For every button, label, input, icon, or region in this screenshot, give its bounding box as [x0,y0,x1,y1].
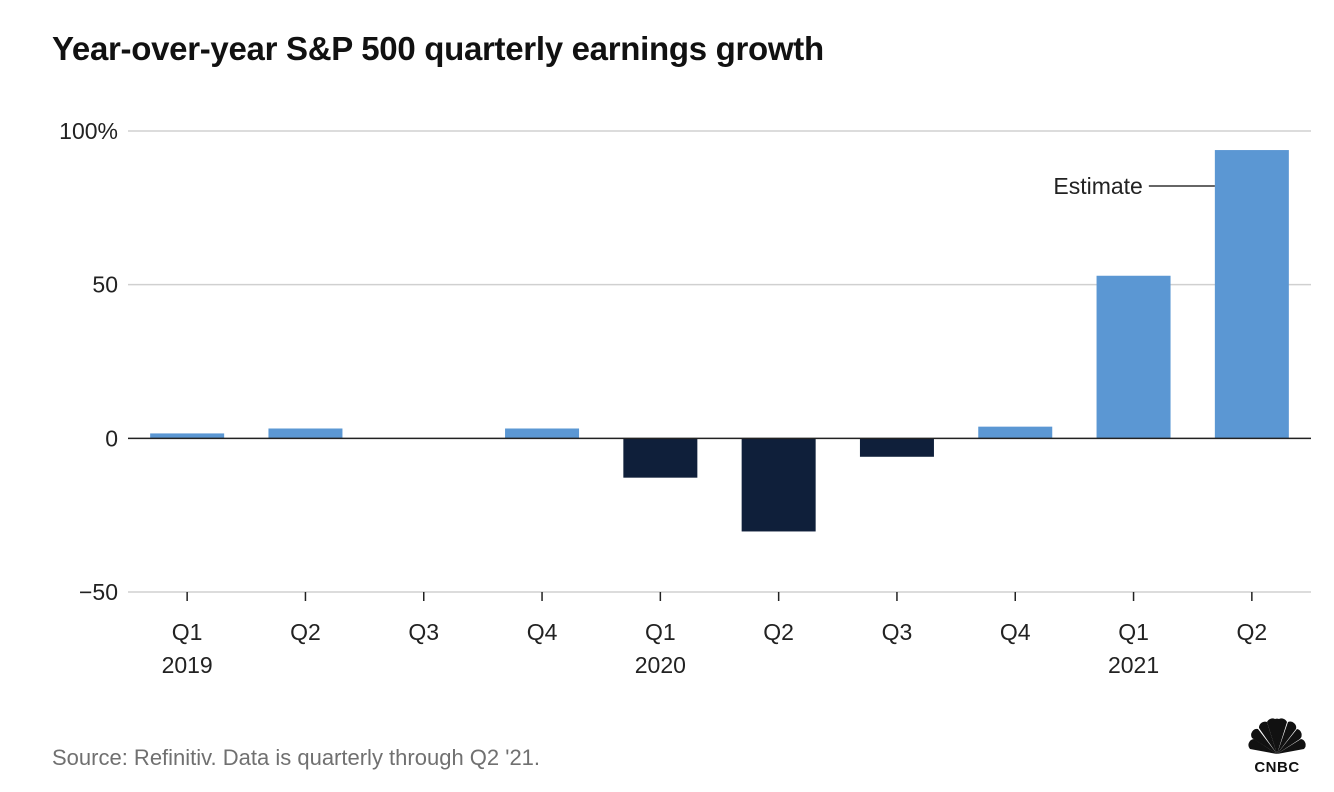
x-tick-label: Q2 [1237,619,1268,645]
x-tick-label: Q1 [1118,619,1149,645]
x-tick-label: Q3 [882,619,913,645]
bar [978,426,1053,439]
y-tick-label: −50 [79,579,118,605]
bar [505,428,580,439]
x-tick-label: Q1 [645,619,676,645]
x-tick-label: Q2 [763,619,794,645]
bars [150,150,1289,532]
y-axis-tick-labels: 100% 50 0 −50 [59,118,118,605]
annotation-label: Estimate [1053,173,1142,199]
chart-title: Year-over-year S&P 500 quarterly earning… [52,30,824,67]
x-tick-label: Q4 [527,619,558,645]
bar [1214,150,1289,439]
y-tick-label: 0 [105,425,118,451]
annotations: Estimate [1053,173,1215,199]
y-tick-label: 50 [92,272,118,298]
x-year-label: 2021 [1108,652,1159,678]
x-axis-tick-labels: Q1 2019 Q2 Q3 Q4 Q1 2020 Q2 Q3 Q4 Q1 2021 Q2 [162,592,1268,678]
y-tick-label: 100% [59,118,118,144]
x-tick-label: Q3 [408,619,439,645]
bar [1096,275,1171,439]
source-note: Source: Refinitiv. Data is quarterly thr… [52,745,541,770]
bar [859,438,934,457]
x-tick-label: Q1 [172,619,203,645]
x-tick-label: Q2 [290,619,321,645]
bar [623,438,698,478]
cnbc-logo: CNBC [1241,714,1313,776]
bar [150,433,225,439]
x-year-label: 2019 [162,652,213,678]
x-year-label: 2020 [635,652,686,678]
peacock-icon [1248,718,1306,754]
x-tick-label: Q4 [1000,619,1031,645]
bar [268,428,343,439]
bar [741,438,816,532]
cnbc-wordmark: CNBC [1254,759,1299,774]
